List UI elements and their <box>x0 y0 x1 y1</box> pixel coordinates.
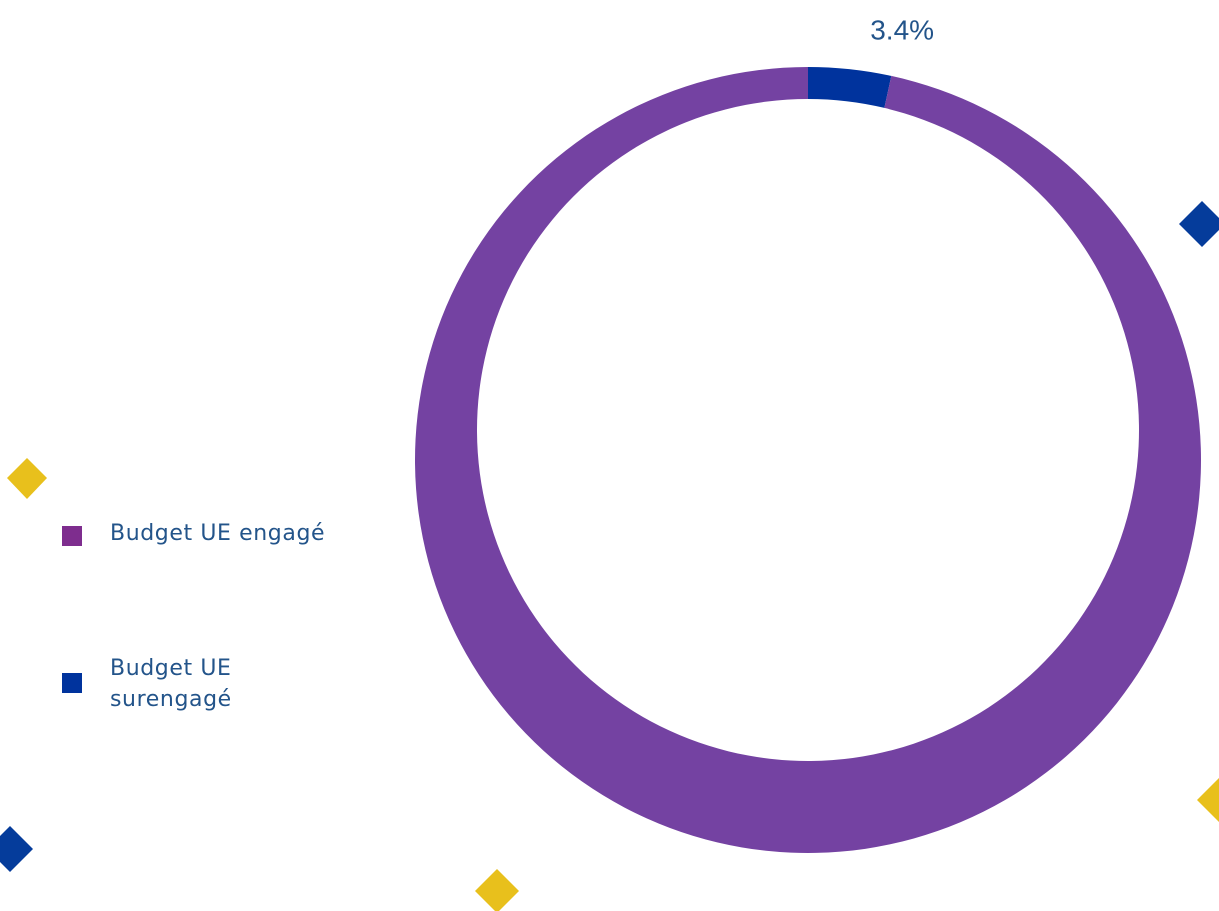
data-label-surengage: 3.4% <box>870 14 934 45</box>
donut-slice-engage[interactable] <box>415 67 1202 853</box>
legend-label-engage: Budget UE engagé <box>110 521 326 546</box>
yellow-diamond-icon <box>7 458 47 499</box>
blue-diamond-icon <box>1179 201 1219 247</box>
decorative-shapes <box>0 201 1219 911</box>
legend: Budget UE engagé Budget UE surengagé <box>62 518 382 715</box>
blue-diamond-icon <box>0 826 33 872</box>
donut-slice-surengage[interactable] <box>808 67 892 108</box>
yellow-diamond-icon <box>475 869 519 911</box>
slices-group <box>415 67 1202 853</box>
legend-item-surengage[interactable]: Budget UE surengagé <box>62 653 382 715</box>
legend-swatch-engage <box>62 526 82 546</box>
legend-item-engage[interactable]: Budget UE engagé <box>62 518 382 549</box>
data-labels-group: 3.4% <box>870 14 934 45</box>
legend-label-surengage: Budget UE surengagé <box>110 656 232 712</box>
legend-swatch-surengage <box>62 673 82 693</box>
yellow-diamond-icon <box>1197 778 1219 822</box>
